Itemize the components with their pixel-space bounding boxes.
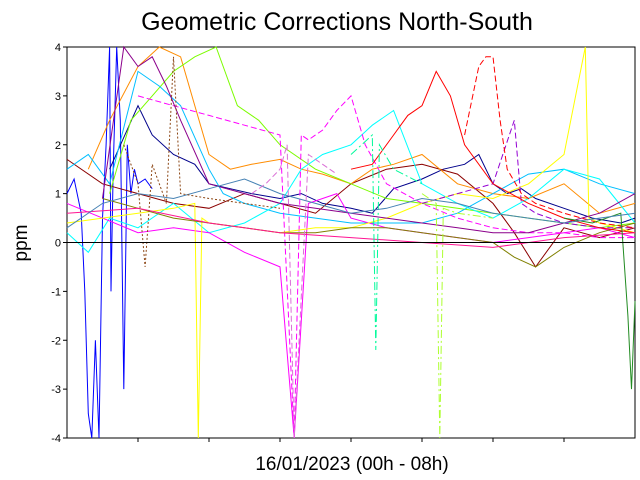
- y-tick-label: 3: [55, 91, 61, 103]
- y-tick-label: 2: [55, 140, 61, 152]
- series-layer: [66, 45, 636, 439]
- y-tick-label: -2: [51, 335, 61, 347]
- y-tick-label: -3: [51, 384, 61, 396]
- y-axis: 4 3 2 1 0 -1 -2 -3 -4: [51, 42, 67, 445]
- series-line-22: [251, 144, 338, 439]
- plot-area: [66, 45, 636, 439]
- series-line-12: [102, 45, 636, 234]
- x-axis-label: 16/01/2023 (00h - 08h): [255, 454, 448, 475]
- series-line-20: [66, 178, 636, 229]
- y-tick-label: -4: [51, 433, 61, 445]
- y-tick-label: 4: [55, 42, 61, 54]
- chart-title: Geometric Corrections North-South: [141, 8, 533, 36]
- y-tick-label: -1: [51, 286, 61, 298]
- y-tick-label: 1: [55, 189, 61, 201]
- series-line-16: [66, 207, 636, 248]
- series-line-8: [66, 192, 636, 439]
- x-axis: [137, 438, 565, 442]
- series-line-18: [421, 193, 494, 439]
- series-line-11: [102, 198, 636, 268]
- series-line-3: [66, 158, 636, 268]
- series-line-9: [137, 94, 635, 439]
- y-tick-label: 0: [55, 238, 61, 250]
- series-line-19: [563, 212, 636, 390]
- series-line-13: [421, 120, 635, 229]
- series-line-15: [464, 56, 636, 229]
- y-axis-label: ppm: [11, 225, 32, 262]
- series-line-17: [350, 133, 423, 351]
- series-line-7: [66, 109, 636, 254]
- series-line-10: [66, 46, 636, 439]
- series-line-1: [66, 46, 153, 439]
- series-line-6: [66, 70, 636, 224]
